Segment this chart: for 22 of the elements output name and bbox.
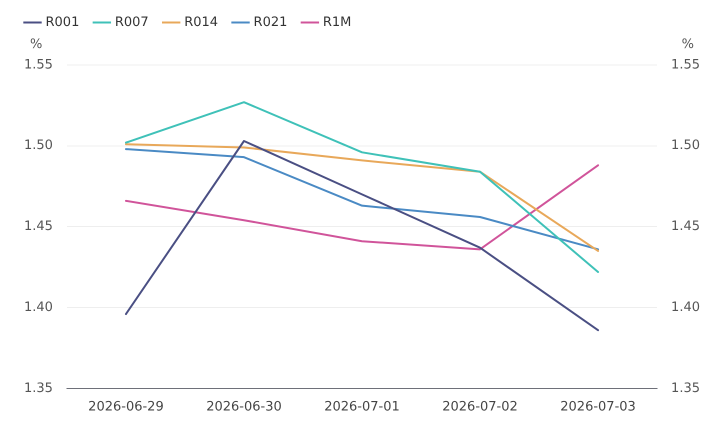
y2-tick-label: 1.35 — [671, 380, 700, 396]
legend-label: R007 — [114, 14, 149, 30]
x-tick-label: 2026-07-02 — [442, 400, 518, 415]
legend-label: R014 — [184, 14, 218, 30]
y-tick-label: 1.40 — [24, 300, 53, 315]
y-tick-label: 1.45 — [24, 219, 53, 234]
x-tick-label: 2026-07-01 — [324, 400, 400, 415]
x-tick-label: 2026-06-29 — [88, 400, 164, 415]
x-tick-label: 2026-07-03 — [560, 400, 636, 415]
y-tick-label: 1.35 — [24, 380, 53, 396]
legend-label: R1M — [322, 14, 352, 30]
legend-label: R001 — [46, 14, 80, 30]
y2-tick-label: 1.40 — [671, 300, 700, 315]
x-tick-label: 2026-06-30 — [206, 400, 282, 415]
y-tick-label: 1.55 — [24, 57, 53, 72]
y-axis-title: % — [30, 36, 42, 52]
legend-label: R021 — [254, 14, 288, 30]
y2-axis-title: % — [682, 36, 694, 52]
y2-tick-label: 1.45 — [671, 219, 700, 234]
y2-tick-label: 1.55 — [671, 57, 700, 72]
y2-tick-label: 1.50 — [671, 138, 700, 154]
y-tick-label: 1.50 — [24, 138, 53, 154]
